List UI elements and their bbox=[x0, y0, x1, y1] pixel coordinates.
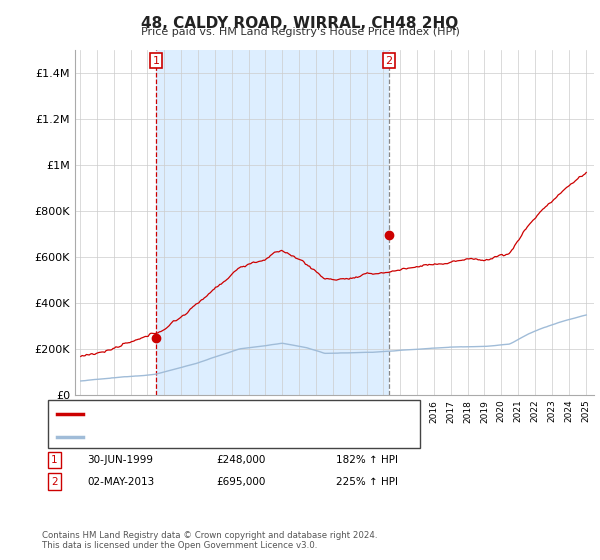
FancyBboxPatch shape bbox=[48, 400, 420, 448]
Text: 1: 1 bbox=[152, 55, 160, 66]
Text: 225% ↑ HPI: 225% ↑ HPI bbox=[336, 477, 398, 487]
Text: £248,000: £248,000 bbox=[216, 455, 265, 465]
Bar bbox=[156, 50, 389, 395]
Text: 2: 2 bbox=[51, 477, 58, 487]
Text: 1: 1 bbox=[51, 455, 58, 465]
Text: 48, CALDY ROAD, WIRRAL, CH48 2HQ: 48, CALDY ROAD, WIRRAL, CH48 2HQ bbox=[142, 16, 458, 31]
Text: Price paid vs. HM Land Registry's House Price Index (HPI): Price paid vs. HM Land Registry's House … bbox=[140, 27, 460, 37]
Text: £695,000: £695,000 bbox=[216, 477, 265, 487]
Text: 02-MAY-2013: 02-MAY-2013 bbox=[87, 477, 154, 487]
Text: HPI: Average price, detached house, Wirral: HPI: Average price, detached house, Wirr… bbox=[89, 432, 313, 442]
Text: 182% ↑ HPI: 182% ↑ HPI bbox=[336, 455, 398, 465]
Text: 30-JUN-1999: 30-JUN-1999 bbox=[87, 455, 153, 465]
Text: 2: 2 bbox=[385, 55, 392, 66]
Text: 48, CALDY ROAD, WIRRAL, CH48 2HQ (detached house): 48, CALDY ROAD, WIRRAL, CH48 2HQ (detach… bbox=[89, 409, 379, 419]
Text: Contains HM Land Registry data © Crown copyright and database right 2024.
This d: Contains HM Land Registry data © Crown c… bbox=[42, 531, 377, 550]
